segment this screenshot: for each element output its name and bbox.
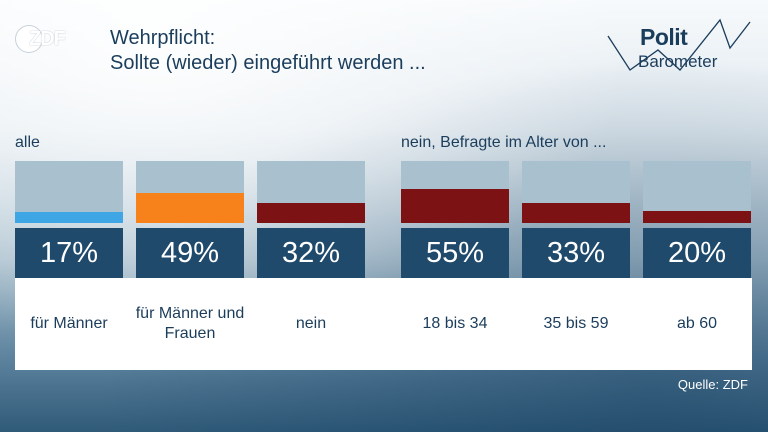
bar xyxy=(522,202,630,223)
value-label: 20% xyxy=(643,228,751,278)
bar xyxy=(136,192,244,223)
zdf-logo: ZDF xyxy=(16,24,80,54)
bar-background xyxy=(15,161,123,223)
bar xyxy=(257,203,365,223)
bar-background xyxy=(136,161,244,223)
category-label: für Männer und Frauen xyxy=(135,305,245,342)
zdf-logo-text: ZDF xyxy=(29,28,66,50)
chart-title-line1: Wehrpflicht: xyxy=(110,27,216,49)
politbarometer-barometer-text: Barometer xyxy=(638,52,718,71)
value-label: 55% xyxy=(401,228,509,278)
category-label: ab 60 xyxy=(676,315,718,332)
category-label: nein xyxy=(295,315,327,332)
zdf-logo-circle xyxy=(16,26,42,52)
politbarometer-zigzag-icon xyxy=(607,18,751,71)
category-label: für Männer xyxy=(30,315,108,332)
bar-background xyxy=(522,161,630,223)
politbarometer-logo: Polit Barometer xyxy=(600,16,760,76)
bar-background xyxy=(257,161,365,223)
category-label-strip xyxy=(15,278,752,370)
group-label-age: nein, Befragte im Alter von ... xyxy=(401,134,607,151)
value-label: 33% xyxy=(522,228,630,278)
source-note: Quelle: ZDF xyxy=(677,377,748,392)
category-label: 35 bis 59 xyxy=(543,315,609,332)
category-label: 18 bis 34 xyxy=(422,315,488,332)
group-label-all: alle xyxy=(15,134,40,151)
value-label: 49% xyxy=(136,228,244,278)
value-label: 32% xyxy=(257,228,365,278)
value-label: 17% xyxy=(15,228,123,278)
bar-background xyxy=(643,161,751,223)
bar xyxy=(401,188,509,223)
chart-title-line2: Sollte (wieder) eingeführt werden ... xyxy=(110,52,426,74)
chart-title: Wehrpflicht: Sollte (wieder) eingeführt … xyxy=(110,26,426,76)
bar xyxy=(643,210,751,223)
bar xyxy=(15,212,123,223)
bar-background xyxy=(401,161,509,223)
politbarometer-polit-text: Polit xyxy=(640,24,688,50)
